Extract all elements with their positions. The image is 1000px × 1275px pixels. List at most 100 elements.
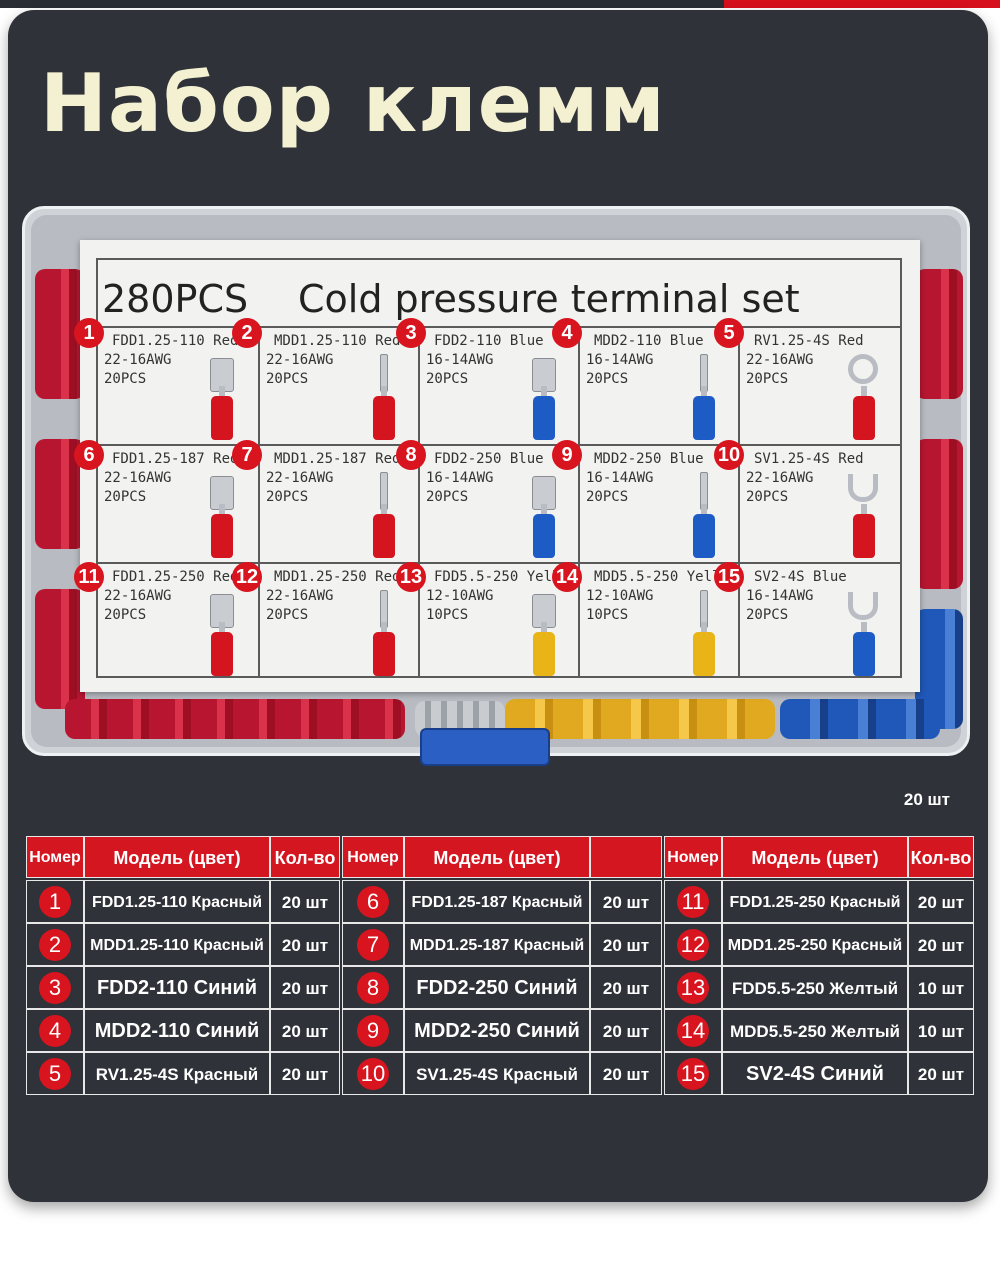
row-qty: 20 шт xyxy=(908,1052,974,1095)
row-number: 10 xyxy=(342,1052,404,1095)
pin-terminal-icon xyxy=(684,350,724,442)
row-number-badge: 7 xyxy=(357,929,389,962)
row-number-badge: 5 xyxy=(39,1058,71,1091)
row-number: 11 xyxy=(664,880,722,923)
grid-line xyxy=(96,444,902,446)
pin-terminal-icon xyxy=(684,586,724,678)
row-model: MDD1.25-187 Красный xyxy=(404,923,590,966)
label-cell-model: FDD1.25-187 Red xyxy=(112,451,239,467)
label-cell-pcs: 20PCS xyxy=(104,489,147,505)
label-cell-15: SV2-4S Blue 16-14AWG 20PCS xyxy=(740,564,900,680)
ring-terminal-icon xyxy=(844,350,884,442)
row-number-badge: 8 xyxy=(357,972,389,1005)
label-cell-model: FDD5.5-250 Yellow xyxy=(434,569,576,585)
label-cell-pcs: 20PCS xyxy=(104,371,147,387)
label-cell-text: SV2-4S Blue 16-14AWG 20PCS xyxy=(746,568,896,625)
quantity-note: 20 шт xyxy=(903,790,950,809)
row-qty: 20 шт xyxy=(270,880,340,923)
row-number-badge: 9 xyxy=(357,1015,389,1048)
row-number: 6 xyxy=(342,880,404,923)
flag-terminal-icon xyxy=(202,350,242,442)
flag-terminal-icon xyxy=(524,586,564,678)
label-cell-9: MDD2-250 Blue 16-14AWG 20PCS xyxy=(580,446,740,562)
label-heading-count: 280PCS xyxy=(102,277,249,321)
label-cell-text: FDD5.5-250 Yellow 12-10AWG 10PCS xyxy=(426,568,576,625)
row-number-badge: 6 xyxy=(357,886,389,919)
row-model: SV1.25-4S Красный xyxy=(404,1052,590,1095)
row-number: 3 xyxy=(26,966,84,1009)
row-number: 14 xyxy=(664,1009,722,1052)
label-cell-model: MDD1.25-250 Red xyxy=(274,569,401,585)
label-cell-text: FDD1.25-250 Red 22-16AWG 20PCS xyxy=(104,568,254,625)
row-number-badge: 14 xyxy=(677,1015,709,1048)
label-cell-awg: 22-16AWG xyxy=(746,352,814,368)
red-terminals-pile xyxy=(65,699,405,739)
label-cell-text: FDD2-110 Blue 16-14AWG 20PCS xyxy=(426,332,576,389)
row-number-badge: 15 xyxy=(677,1058,709,1091)
row-model: FDD2-250 Синий xyxy=(404,966,590,1009)
label-cell-4: MDD2-110 Blue 16-14AWG 20PCS xyxy=(580,328,740,444)
label-cell-pcs: 20PCS xyxy=(426,489,469,505)
label-number-badge: 14 xyxy=(552,562,582,592)
grid-line xyxy=(418,326,420,678)
label-cell-model: MDD5.5-250 Yellow xyxy=(594,569,736,585)
label-cell-awg: 12-10AWG xyxy=(586,588,654,604)
row-number-badge: 12 xyxy=(677,929,709,962)
blue-terminals-pile xyxy=(780,699,940,739)
header-model: Модель (цвет) xyxy=(404,836,590,878)
label-cell-text: MDD5.5-250 Yellow 12-10AWG 10PCS xyxy=(586,568,736,625)
pin-terminal-icon xyxy=(684,468,724,560)
terminal-table: Номер Модель (цвет) Кол-во 1 FDD1.25-110 Кра… xyxy=(26,836,976,1095)
row-model: MDD1.25-110 Красный xyxy=(84,923,270,966)
row-model: FDD2-110 Синий xyxy=(84,966,270,1009)
label-cell-model: SV2-4S Blue xyxy=(754,569,847,585)
label-card: 280PCS Cold pressure terminal set FDD1.25… xyxy=(80,240,920,692)
label-cell-model: FDD2-250 Blue xyxy=(434,451,544,467)
label-cell-pcs: 20PCS xyxy=(266,371,309,387)
row-number-badge: 4 xyxy=(39,1015,71,1048)
row-number: 7 xyxy=(342,923,404,966)
label-number-badge: 15 xyxy=(714,562,744,592)
row-number: 1 xyxy=(26,880,84,923)
label-cell-1: FDD1.25-110 Red 22-16AWG 20PCS xyxy=(98,328,258,444)
header-qty: Кол-во xyxy=(270,836,340,878)
header-number: Номер xyxy=(664,836,722,878)
row-qty: 20 шт xyxy=(908,923,974,966)
label-cell-awg: 16-14AWG xyxy=(426,352,494,368)
label-number-badge: 2 xyxy=(232,318,262,348)
header-model: Модель (цвет) xyxy=(84,836,270,878)
flag-terminal-icon xyxy=(202,468,242,560)
yellow-terminals-pile xyxy=(505,699,775,739)
row-qty: 20 шт xyxy=(270,1052,340,1095)
label-cell-text: MDD1.25-250 Red 22-16AWG 20PCS xyxy=(266,568,416,625)
label-cell-awg: 22-16AWG xyxy=(104,470,172,486)
pin-terminal-icon xyxy=(364,468,404,560)
row-number: 2 xyxy=(26,923,84,966)
row-number-badge: 2 xyxy=(39,929,71,962)
label-number-badge: 9 xyxy=(552,440,582,470)
label-number-badge: 13 xyxy=(396,562,426,592)
fork-terminal-icon xyxy=(844,468,884,560)
label-number-badge: 10 xyxy=(714,440,744,470)
row-number: 15 xyxy=(664,1052,722,1095)
header-model: Модель (цвет) xyxy=(722,836,908,878)
label-cell-7: MDD1.25-187 Red 22-16AWG 20PCS xyxy=(260,446,420,562)
top-bar-dark xyxy=(0,0,724,8)
row-qty: 20 шт xyxy=(908,880,974,923)
pin-terminal-icon xyxy=(364,350,404,442)
label-cell-awg: 22-16AWG xyxy=(266,588,334,604)
label-cell-text: RV1.25-4S Red 22-16AWG 20PCS xyxy=(746,332,896,389)
label-cell-pcs: 20PCS xyxy=(104,607,147,623)
row-qty: 20 шт xyxy=(590,923,662,966)
label-cell-text: SV1.25-4S Red 22-16AWG 20PCS xyxy=(746,450,896,507)
page-title: Набор клемм xyxy=(40,57,666,150)
grid-line xyxy=(96,326,902,328)
row-qty: 10 шт xyxy=(908,966,974,1009)
label-cell-awg: 22-16AWG xyxy=(104,352,172,368)
header-number: Номер xyxy=(26,836,84,878)
label-cell-2: MDD1.25-110 Red 22-16AWG 20PCS xyxy=(260,328,420,444)
row-number-badge: 3 xyxy=(39,972,71,1005)
label-cell-awg: 12-10AWG xyxy=(426,588,494,604)
row-number: 12 xyxy=(664,923,722,966)
header-qty xyxy=(590,836,662,878)
